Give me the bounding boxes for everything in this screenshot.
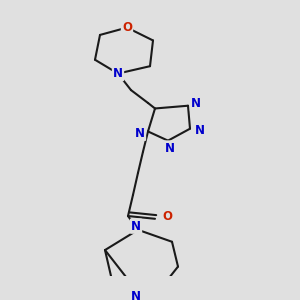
- Text: N: N: [195, 124, 205, 137]
- Text: N: N: [131, 290, 141, 300]
- Text: N: N: [131, 220, 141, 232]
- Text: N: N: [135, 127, 145, 140]
- Text: O: O: [162, 211, 172, 224]
- Text: O: O: [122, 21, 132, 34]
- Text: N: N: [191, 98, 201, 110]
- Text: N: N: [113, 67, 123, 80]
- Text: N: N: [165, 142, 175, 154]
